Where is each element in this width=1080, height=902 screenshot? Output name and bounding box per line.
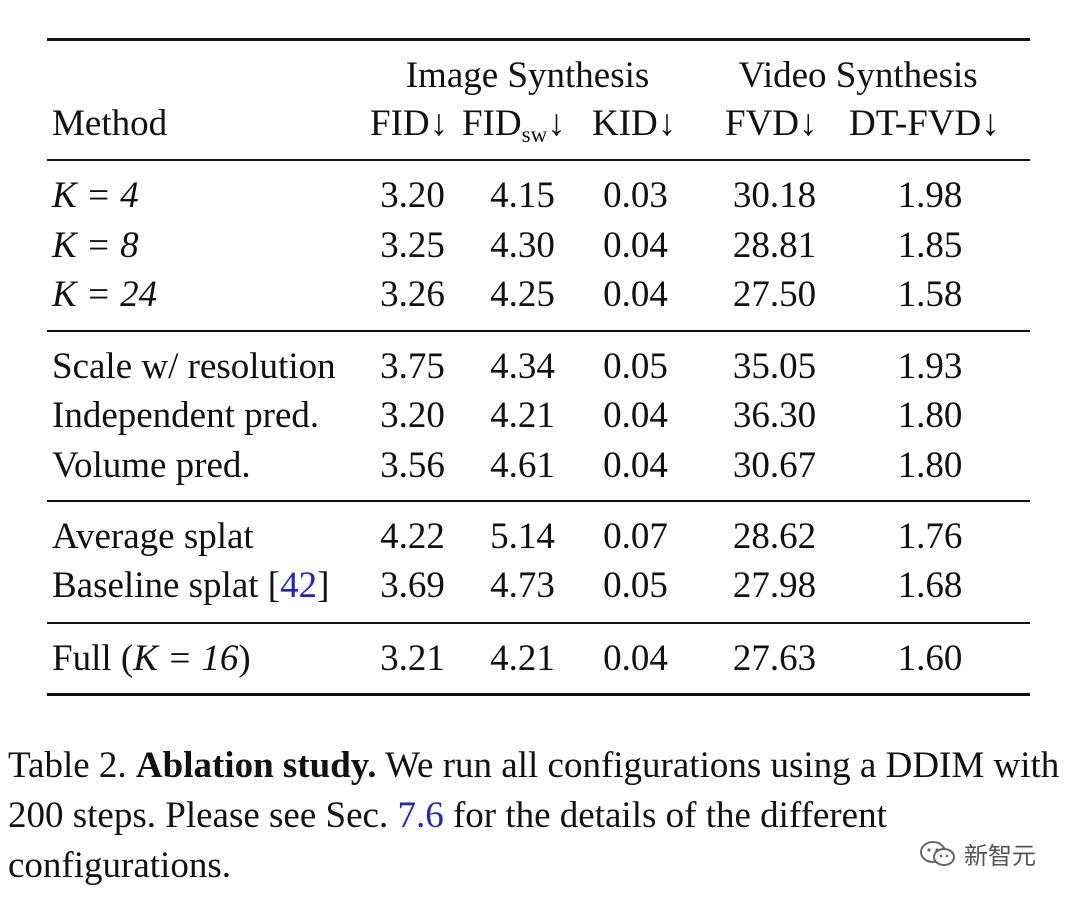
cell-fid-sw: 4.73	[490, 565, 555, 606]
cell-fid: 3.56	[380, 445, 445, 486]
cell-dt-fvd: 1.68	[897, 565, 963, 606]
table-row-method: Scale w/ resolution	[52, 346, 336, 387]
cell-fid-sw: 4.21	[490, 395, 555, 436]
cell-dt-fvd: 1.80	[897, 395, 963, 436]
citation-link[interactable]: 42	[280, 565, 318, 606]
table-row-method: K = 24	[52, 274, 158, 315]
cell-fvd: 30.18	[732, 175, 817, 216]
table-row-method: Full (K = 16)	[52, 638, 251, 679]
table-row-method: Average splat	[52, 516, 254, 557]
wechat-icon	[920, 840, 955, 866]
table-row-method: K = 4	[52, 175, 139, 216]
cell-dt-fvd: 1.80	[897, 445, 963, 486]
cell-fid: 3.21	[380, 638, 445, 679]
cell-kid: 0.05	[603, 565, 668, 606]
cell-fid: 3.20	[380, 395, 445, 436]
table-row-method: K = 8	[52, 225, 139, 266]
group-rule-2	[47, 500, 1030, 502]
caption-text: We run all configurations using a DDIM w…	[8, 745, 1060, 836]
cell-fid-sw: 4.34	[490, 346, 555, 387]
dt-fvd-header: DT-FVD↓	[849, 103, 1000, 144]
section-link[interactable]: 7.6	[397, 795, 444, 836]
cell-kid: 0.04	[603, 445, 668, 486]
cell-dt-fvd: 1.93	[897, 346, 963, 387]
fid-header: FID↓	[370, 103, 449, 144]
bottom-rule	[47, 693, 1030, 696]
cell-fvd: 28.81	[732, 225, 817, 266]
cell-fvd: 28.62	[732, 516, 817, 557]
cell-fid: 4.22	[380, 516, 445, 557]
cell-dt-fvd: 1.58	[897, 274, 963, 315]
cell-fid: 3.25	[380, 225, 445, 266]
cell-fid-sw: 4.15	[490, 175, 555, 216]
caption-text-continued: for the details of the different configu…	[8, 795, 887, 886]
watermark-text: 新智元	[964, 842, 1036, 870]
table-row-method: Baseline splat [42]	[52, 565, 330, 606]
cell-fid-sw: 4.21	[490, 638, 555, 679]
caption-label: Table 2.	[8, 745, 127, 786]
cell-dt-fvd: 1.85	[897, 225, 963, 266]
fid-sw-header: FIDsw↓	[462, 103, 566, 147]
table-caption: Table 2. Ablation study. We run all conf…	[8, 741, 1076, 891]
cell-fid-sw: 4.61	[490, 445, 555, 486]
cell-fid: 3.75	[380, 346, 445, 387]
cell-fid-sw: 4.30	[490, 225, 555, 266]
group-rule-3	[47, 622, 1030, 624]
group-rule-1	[47, 330, 1030, 332]
cell-fvd: 36.30	[732, 395, 817, 436]
cell-kid: 0.07	[603, 516, 668, 557]
cell-fvd: 27.50	[732, 274, 817, 315]
cell-fvd: 27.63	[732, 638, 817, 679]
method-header: Method	[52, 103, 168, 144]
cell-kid: 0.05	[603, 346, 668, 387]
cell-kid: 0.04	[603, 395, 668, 436]
cell-kid: 0.04	[603, 638, 668, 679]
top-rule	[47, 38, 1030, 41]
cell-dt-fvd: 1.60	[897, 638, 963, 679]
cell-fvd: 30.67	[732, 445, 817, 486]
watermark: 新智元	[918, 836, 1036, 871]
table-row-method: Volume pred.	[52, 445, 251, 486]
cell-fid-sw: 4.25	[490, 274, 555, 315]
cell-fid-sw: 5.14	[490, 516, 555, 557]
cell-fid: 3.26	[380, 274, 445, 315]
fvd-header: FVD↓	[725, 103, 818, 144]
cell-kid: 0.04	[603, 225, 668, 266]
table-row-method: Independent pred.	[52, 395, 320, 436]
kid-header: KID↓	[592, 103, 677, 144]
cell-fvd: 27.98	[732, 565, 817, 606]
cell-dt-fvd: 1.98	[897, 175, 963, 216]
cell-kid: 0.03	[603, 175, 668, 216]
cell-fid: 3.20	[380, 175, 445, 216]
image-synthesis-heading: Image Synthesis	[405, 55, 650, 96]
cell-dt-fvd: 1.76	[897, 516, 963, 557]
cell-fvd: 35.05	[732, 346, 817, 387]
caption-title: Ablation study.	[135, 745, 377, 786]
header-rule	[47, 159, 1030, 161]
cell-kid: 0.04	[603, 274, 668, 315]
cell-fid: 3.69	[380, 565, 445, 606]
video-synthesis-heading: Video Synthesis	[738, 55, 978, 96]
